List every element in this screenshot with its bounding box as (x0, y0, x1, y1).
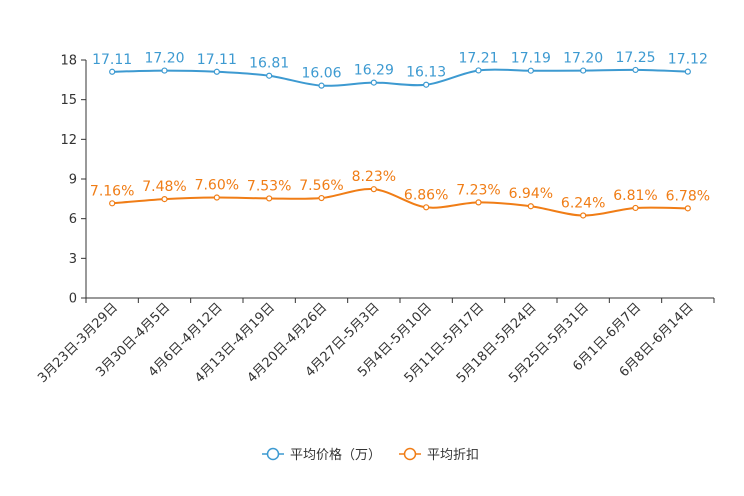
data-point (370, 186, 377, 193)
data-label: 6.81% (613, 188, 657, 204)
data-point (632, 66, 639, 74)
data-point (109, 200, 116, 207)
data-label: 7.60% (195, 178, 239, 194)
legend-label: 平均折扣 (427, 448, 479, 463)
data-point (580, 67, 587, 74)
data-point (475, 199, 482, 206)
data-point (266, 72, 273, 79)
legend-label: 平均价格（万） (290, 447, 381, 463)
data-point (580, 212, 587, 219)
data-label: 6.78% (666, 188, 710, 204)
data-point (423, 81, 430, 88)
data-label: 17.11 (92, 52, 132, 68)
y-tick-label: 3 (69, 252, 77, 267)
data-point (684, 68, 691, 75)
data-point (423, 204, 430, 211)
legend-marker-icon (403, 447, 417, 461)
data-label: 8.23% (352, 169, 396, 185)
y-tick-label: 9 (69, 173, 77, 188)
y-tick-label: 0 (69, 292, 77, 307)
data-label: 17.21 (458, 50, 498, 66)
data-label: 16.13 (406, 65, 446, 81)
legend-item-2[interactable]: 平均折扣 (399, 447, 479, 463)
data-label: 16.81 (249, 56, 289, 72)
data-point (161, 195, 168, 203)
data-point (318, 82, 325, 89)
data-point (475, 67, 482, 74)
series-2: 7.16% 7.48% 7.60% 7.53% 7.56% 8.23% 6.86% 7.23%… (90, 169, 710, 219)
series-line (112, 68, 688, 87)
y-tick-label: 18 (60, 54, 77, 69)
data-label: 17.11 (197, 52, 237, 68)
series-1: 17.11 17.20 17.11 16.81 16.06 16.29 16.13 17.21… (92, 50, 708, 89)
data-label: 17.20 (144, 51, 184, 67)
data-point (109, 68, 116, 75)
data-point (161, 67, 168, 74)
series-layer: 17.11 17.20 17.11 16.81 16.06 16.29 16.13 17.21… (90, 50, 710, 219)
data-label: 17.25 (615, 50, 655, 66)
data-label: 17.20 (563, 51, 603, 67)
data-point (527, 67, 534, 74)
data-label: 7.56% (299, 178, 343, 194)
data-point (213, 68, 220, 75)
data-point (213, 194, 220, 201)
data-point (266, 195, 273, 202)
data-label: 7.48% (142, 179, 186, 195)
data-label: 6.24% (561, 195, 605, 211)
data-label: 16.06 (301, 66, 341, 82)
y-tick-label: 6 (69, 212, 77, 227)
y-tick-label: 15 (60, 93, 77, 108)
data-label: 6.86% (404, 187, 448, 203)
data-label: 7.23% (456, 182, 500, 198)
legend-item-1[interactable]: 平均价格（万） (262, 447, 381, 463)
data-point (370, 79, 377, 86)
data-label: 7.16% (90, 183, 134, 199)
data-point (632, 204, 639, 212)
data-label: 17.19 (511, 51, 551, 67)
data-point (527, 203, 534, 210)
data-label: 17.12 (668, 52, 708, 68)
data-point (318, 194, 325, 202)
data-label: 7.53% (247, 178, 291, 194)
data-label: 6.94% (509, 186, 553, 202)
axes: 03691215183月23日-3月29日3月30日-4月5日4月6日-4月12… (35, 54, 715, 386)
data-label: 16.29 (354, 63, 394, 79)
series-line (112, 188, 688, 217)
y-tick-label: 12 (60, 133, 77, 148)
data-point (684, 205, 691, 212)
legend: 平均价格（万） 平均折扣 (262, 447, 479, 463)
legend-marker-icon (266, 447, 280, 461)
